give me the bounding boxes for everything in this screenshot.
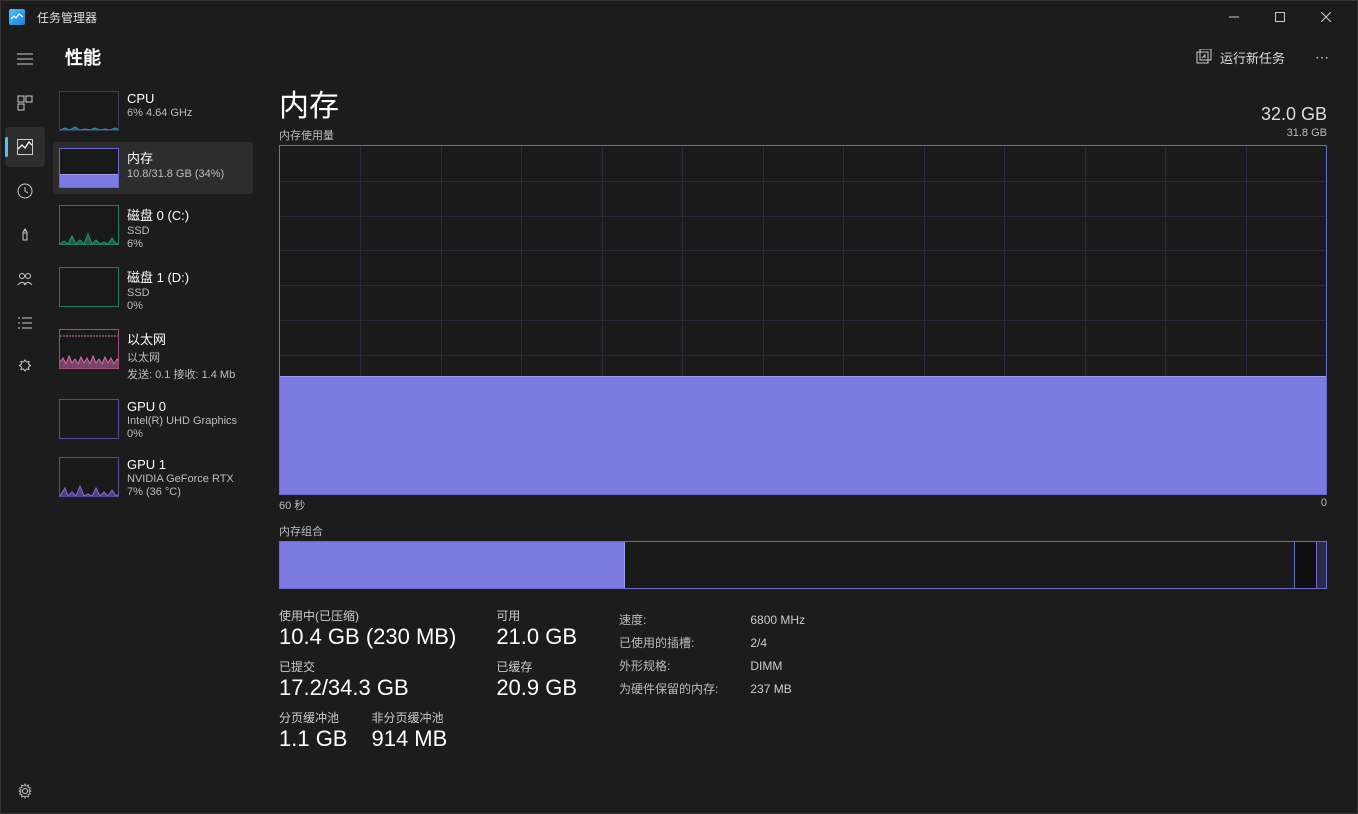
gpu1-mini-chart [59,457,119,497]
nonpaged-label: 非分页缓冲池 [371,709,447,726]
minimize-button[interactable] [1211,1,1257,33]
gpu1-sub1: NVIDIA GeForce RTX [127,473,234,485]
nav-details[interactable] [5,303,45,343]
in-use-label: 使用中(已压缩) [279,607,456,624]
reserved-value: 237 MB [750,678,805,699]
compose-standby [625,542,1294,588]
nonpaged-value: 914 MB [371,726,447,752]
available-value: 21.0 GB [496,624,577,650]
eth-mini-chart [59,329,119,369]
nav-hamburger[interactable] [5,39,45,79]
sidebar-item-gpu0[interactable]: GPU 0 Intel(R) UHD Graphics 0% [53,393,253,446]
eth-sub1: 以太网 [127,349,235,365]
compose-free [1295,542,1316,588]
disk1-sub1: SSD [127,287,189,299]
disk0-sub2: 6% [127,238,189,250]
nav-performance[interactable] [5,127,45,167]
committed-label: 已提交 [279,658,456,675]
gpu1-sub2: 7% (36 °C) [127,486,234,498]
paged-label: 分页缓冲池 [279,709,347,726]
paged-value: 1.1 GB [279,726,347,752]
nav-rail [1,33,49,813]
axis-left: 60 秒 [279,497,305,513]
more-button[interactable]: ⋯ [1305,39,1341,75]
content-header: 性能 运行新任务 ⋯ [49,33,1357,81]
slots-value: 2/4 [750,632,805,653]
memory-sub: 10.8/31.8 GB (34%) [127,168,224,180]
eth-sub2: 发送: 0.1 接收: 1.4 Mb [127,366,235,382]
gpu0-sub1: Intel(R) UHD Graphics [127,415,237,427]
sidebar-item-cpu[interactable]: CPU 6% 4.64 GHz [53,85,253,137]
compose-reserved [1316,542,1326,588]
run-new-task-button[interactable]: 运行新任务 [1184,42,1297,73]
memory-specs-table: 速度:6800 MHz 已使用的插槽:2/4 外形规格:DIMM 为硬件保留的内… [617,607,807,701]
window-title: 任务管理器 [37,9,97,26]
nav-app-history[interactable] [5,171,45,211]
disk1-sub2: 0% [127,300,189,312]
eth-name: 以太网 [127,329,235,348]
axis-right: 0 [1321,497,1327,513]
memory-mini-chart [59,148,119,188]
task-manager-window: 任务管理器 [0,0,1358,814]
usage-label: 内存使用量 [279,127,334,143]
committed-value: 17.2/34.3 GB [279,675,456,701]
slots-label: 已使用的插槽: [619,632,748,653]
available-label: 可用 [496,607,577,624]
nav-settings[interactable] [5,771,45,811]
gpu0-sub2: 0% [127,428,237,440]
cached-label: 已缓存 [496,658,577,675]
gpu1-name: GPU 1 [127,457,234,472]
compose-label: 内存组合 [279,523,1327,539]
page-title: 性能 [65,44,101,70]
memory-name: 内存 [127,148,224,167]
gpu0-name: GPU 0 [127,399,237,414]
disk1-mini-chart [59,267,119,307]
run-task-icon [1196,49,1212,65]
detail-title: 内存 [279,81,339,125]
cpu-sub: 6% 4.64 GHz [127,107,192,119]
detail-total: 32.0 GB [1261,104,1327,125]
app-icon [9,9,25,25]
capacity-label: 31.8 GB [1287,127,1327,143]
sidebar-item-gpu1[interactable]: GPU 1 NVIDIA GeForce RTX 7% (36 °C) [53,451,253,504]
sidebar-item-disk1[interactable]: 磁盘 1 (D:) SSD 0% [53,261,253,318]
reserved-label: 为硬件保留的内存: [619,678,748,699]
run-task-label: 运行新任务 [1220,48,1285,67]
disk0-sub1: SSD [127,225,189,237]
form-label: 外形规格: [619,655,748,676]
close-button[interactable] [1303,1,1349,33]
gpu0-mini-chart [59,399,119,439]
nav-users[interactable] [5,259,45,299]
speed-value: 6800 MHz [750,609,805,630]
nav-startup[interactable] [5,215,45,255]
nav-processes[interactable] [5,83,45,123]
cpu-name: CPU [127,91,192,106]
sidebar-item-memory[interactable]: 内存 10.8/31.8 GB (34%) [53,142,253,194]
maximize-button[interactable] [1257,1,1303,33]
titlebar: 任务管理器 [1,1,1357,33]
in-use-value: 10.4 GB (230 MB) [279,624,456,650]
memory-stats: 使用中(已压缩) 10.4 GB (230 MB) 已提交 17.2/34.3 … [279,607,1327,752]
form-value: DIMM [750,655,805,676]
memory-usage-chart [279,145,1327,495]
sidebar-item-ethernet[interactable]: 以太网 以太网 发送: 0.1 接收: 1.4 Mb [53,323,253,388]
disk1-name: 磁盘 1 (D:) [127,267,189,286]
sidebar-item-disk0[interactable]: 磁盘 0 (C:) SSD 6% [53,199,253,256]
nav-services[interactable] [5,347,45,387]
cached-value: 20.9 GB [496,675,577,701]
resource-sidebar: CPU 6% 4.64 GHz 内存 10.8/31.8 GB (34%) [49,81,259,813]
memory-composition-bar [279,541,1327,589]
compose-used [280,542,625,588]
memory-detail-pane: 内存 32.0 GB 内存使用量 31.8 GB 60 秒 0 [259,81,1357,813]
window-controls [1211,1,1349,33]
disk0-mini-chart [59,205,119,245]
speed-label: 速度: [619,609,748,630]
cpu-mini-chart [59,91,119,131]
disk0-name: 磁盘 0 (C:) [127,205,189,224]
